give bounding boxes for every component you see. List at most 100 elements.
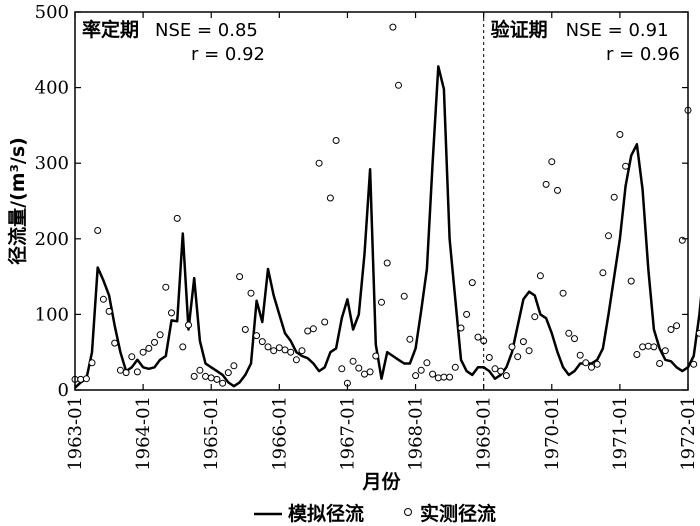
observed-point (224, 369, 232, 377)
observed-point (661, 347, 669, 355)
observed-point (627, 277, 635, 285)
observed-point (241, 326, 249, 333)
observed-point (321, 318, 329, 326)
x-tick-label: 1969-01 (474, 396, 495, 471)
observed-point (281, 346, 289, 354)
observed-point (326, 194, 334, 202)
observed-point (565, 329, 573, 337)
observed-point (434, 374, 442, 382)
validation-period-label: 验证期 (491, 18, 548, 41)
observed-point (264, 343, 272, 351)
observed-point (185, 321, 192, 329)
observed-point (389, 23, 397, 31)
observed-point (383, 259, 391, 267)
observed-point (207, 374, 215, 382)
observed-point (213, 375, 221, 383)
x-tick-label: 1966-01 (269, 396, 290, 471)
observed-point (315, 159, 323, 167)
observed-point (128, 353, 136, 361)
observed-point (292, 356, 300, 364)
x-tick-label: 1964-01 (133, 396, 154, 471)
observed-point (77, 375, 85, 383)
y-tick-label: 0 (58, 380, 69, 401)
observed-point (616, 131, 624, 138)
observed-point (508, 343, 516, 351)
observed-point (531, 313, 539, 321)
observed-point (429, 370, 437, 378)
observed-point (417, 366, 425, 374)
observed-point (673, 322, 681, 330)
series-line-simulated (74, 65, 700, 389)
x-tick-label: 1967-01 (337, 396, 358, 471)
observed-point (451, 363, 459, 371)
observed-point (99, 295, 107, 303)
observed-point (355, 364, 363, 372)
observed-point (162, 283, 170, 291)
observed-point (622, 162, 630, 170)
observed-point (423, 359, 431, 367)
observed-point (168, 309, 175, 317)
observed-point (298, 347, 306, 355)
observed-point (105, 307, 113, 315)
observed-point (548, 158, 556, 166)
observed-point (457, 324, 465, 332)
observed-point (332, 137, 340, 144)
observed-point (88, 359, 96, 367)
observed-point (690, 360, 698, 368)
observed-point (361, 370, 368, 378)
observed-point (145, 344, 153, 352)
observed-point (502, 372, 510, 380)
observed-point (468, 279, 476, 287)
observed-point (247, 289, 255, 297)
x-tick-label: 1970-01 (542, 396, 563, 471)
x-tick-label: 1965-01 (201, 396, 222, 471)
observed-point (485, 354, 493, 361)
y-tick-label: 300 (35, 153, 69, 174)
x-tick-label: 1972-01 (678, 396, 699, 471)
observed-point (173, 214, 181, 222)
observed-point (644, 342, 652, 350)
observed-point (122, 369, 130, 377)
observed-point (400, 292, 408, 300)
observed-point (304, 327, 312, 335)
legend-simulated-label: 模拟径流 (288, 502, 364, 525)
observed-point (491, 365, 499, 373)
observed-point (378, 298, 385, 306)
observed-point (446, 373, 454, 381)
observed-point (139, 348, 147, 356)
observed-point (633, 351, 641, 358)
observed-point (338, 365, 346, 373)
observed-point (151, 338, 158, 346)
observed-point (406, 335, 414, 343)
observed-point (253, 332, 261, 340)
observed-point (571, 335, 578, 343)
observed-point (82, 375, 90, 383)
observed-point (202, 372, 209, 380)
observed-point (219, 379, 227, 387)
observed-point (554, 186, 561, 194)
legend-observed-label: 实测径流 (420, 502, 496, 525)
observed-point (514, 353, 522, 361)
calibration-nse: NSE = 0.85 (155, 20, 258, 41)
observed-point (576, 351, 584, 359)
x-tick-label: 1971-01 (610, 396, 631, 471)
observed-point (559, 289, 567, 297)
x-axis-label: 月份 (361, 470, 401, 493)
observed-point (196, 366, 204, 374)
observed-point (366, 368, 374, 376)
observed-point (349, 357, 357, 365)
legend-marker-swatch (404, 508, 412, 516)
observed-point (588, 363, 595, 371)
observed-point (639, 343, 647, 351)
calibration-period-label: 率定期 (82, 18, 139, 41)
observed-point (593, 360, 601, 368)
plot-frame (74, 11, 689, 391)
observed-point (474, 333, 482, 341)
observed-point (412, 372, 420, 380)
observed-point (156, 331, 164, 339)
observed-point (536, 272, 544, 280)
observed-point (519, 338, 527, 346)
validation-nse: NSE = 0.91 (566, 20, 669, 41)
observed-point (463, 310, 471, 318)
